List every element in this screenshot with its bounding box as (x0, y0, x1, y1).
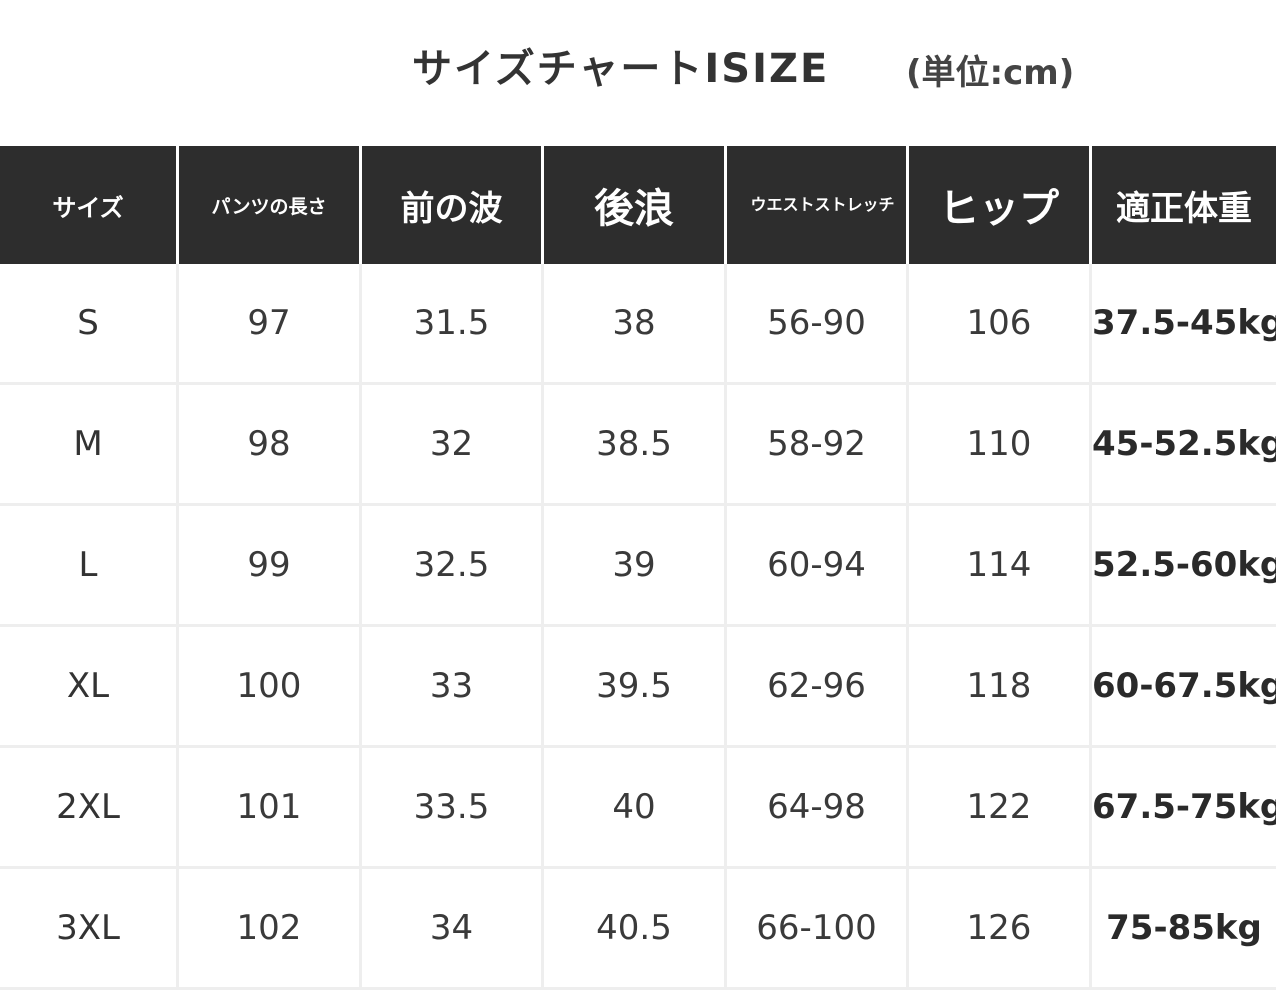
table-header-row: サイズ パンツの長さ 前の波 後浪 ウエストストレッチ ヒップ 適正体重 (0, 146, 1276, 264)
table-cell-weight: 75-85kg (1092, 869, 1276, 990)
table-cell: 102 (179, 869, 362, 990)
table-cell: 64-98 (727, 748, 909, 869)
table-cell: 33 (362, 627, 544, 748)
table-cell: 60-94 (727, 506, 909, 627)
table-cell: 97 (179, 264, 362, 385)
table-cell-weight: 60-67.5kg (1092, 627, 1276, 748)
size-chart-table: サイズ パンツの長さ 前の波 後浪 ウエストストレッチ ヒップ 適正体重 S 9… (0, 146, 1276, 990)
table-cell: 32.5 (362, 506, 544, 627)
column-header-size: サイズ (0, 146, 179, 264)
table-cell: 66-100 (727, 869, 909, 990)
table-cell: 33.5 (362, 748, 544, 869)
table-row: 2XL 101 33.5 40 64-98 122 67.5-75kg (0, 748, 1276, 869)
table-cell: 31.5 (362, 264, 544, 385)
table-cell: 34 (362, 869, 544, 990)
table-row: L 99 32.5 39 60-94 114 52.5-60kg (0, 506, 1276, 627)
table-cell: 40 (544, 748, 727, 869)
table-cell: 110 (909, 385, 1092, 506)
table-cell-size: M (0, 385, 179, 506)
unit-label: (単位:cm) (906, 53, 1075, 93)
column-header-recommended-weight: 適正体重 (1092, 146, 1276, 264)
table-cell: 100 (179, 627, 362, 748)
table-cell: 122 (909, 748, 1092, 869)
table-cell: 39 (544, 506, 727, 627)
table-cell: 39.5 (544, 627, 727, 748)
table-row: M 98 32 38.5 58-92 110 45-52.5kg (0, 385, 1276, 506)
table-cell: 38.5 (544, 385, 727, 506)
table-cell: 98 (179, 385, 362, 506)
title-row: サイズチャートISIZE (単位:cm) (0, 30, 1280, 100)
table-cell-size: 3XL (0, 869, 179, 990)
page-title: サイズチャートISIZE (412, 46, 830, 92)
table-cell: 99 (179, 506, 362, 627)
table-cell: 56-90 (727, 264, 909, 385)
table-cell: 62-96 (727, 627, 909, 748)
table-cell: 58-92 (727, 385, 909, 506)
table-row: S 97 31.5 38 56-90 106 37.5-45kg (0, 264, 1276, 385)
table-cell-size: XL (0, 627, 179, 748)
table-cell-weight: 67.5-75kg (1092, 748, 1276, 869)
column-header-pants-length: パンツの長さ (179, 146, 362, 264)
table-cell-size: 2XL (0, 748, 179, 869)
table-cell-weight: 45-52.5kg (1092, 385, 1276, 506)
table-row: XL 100 33 39.5 62-96 118 60-67.5kg (0, 627, 1276, 748)
column-header-waist-stretch: ウエストストレッチ (727, 146, 909, 264)
table-cell: 114 (909, 506, 1092, 627)
table-cell: 118 (909, 627, 1092, 748)
table-cell: 32 (362, 385, 544, 506)
table-cell: 38 (544, 264, 727, 385)
table-cell: 106 (909, 264, 1092, 385)
table-cell-weight: 37.5-45kg (1092, 264, 1276, 385)
table-cell: 101 (179, 748, 362, 869)
table-cell: 126 (909, 869, 1092, 990)
table-row: 3XL 102 34 40.5 66-100 126 75-85kg (0, 869, 1276, 990)
table-cell-weight: 52.5-60kg (1092, 506, 1276, 627)
column-header-back-rise: 後浪 (544, 146, 727, 264)
table-cell-size: L (0, 506, 179, 627)
table-cell: 40.5 (544, 869, 727, 990)
column-header-front-rise: 前の波 (362, 146, 544, 264)
column-header-hip: ヒップ (909, 146, 1092, 264)
table-cell-size: S (0, 264, 179, 385)
